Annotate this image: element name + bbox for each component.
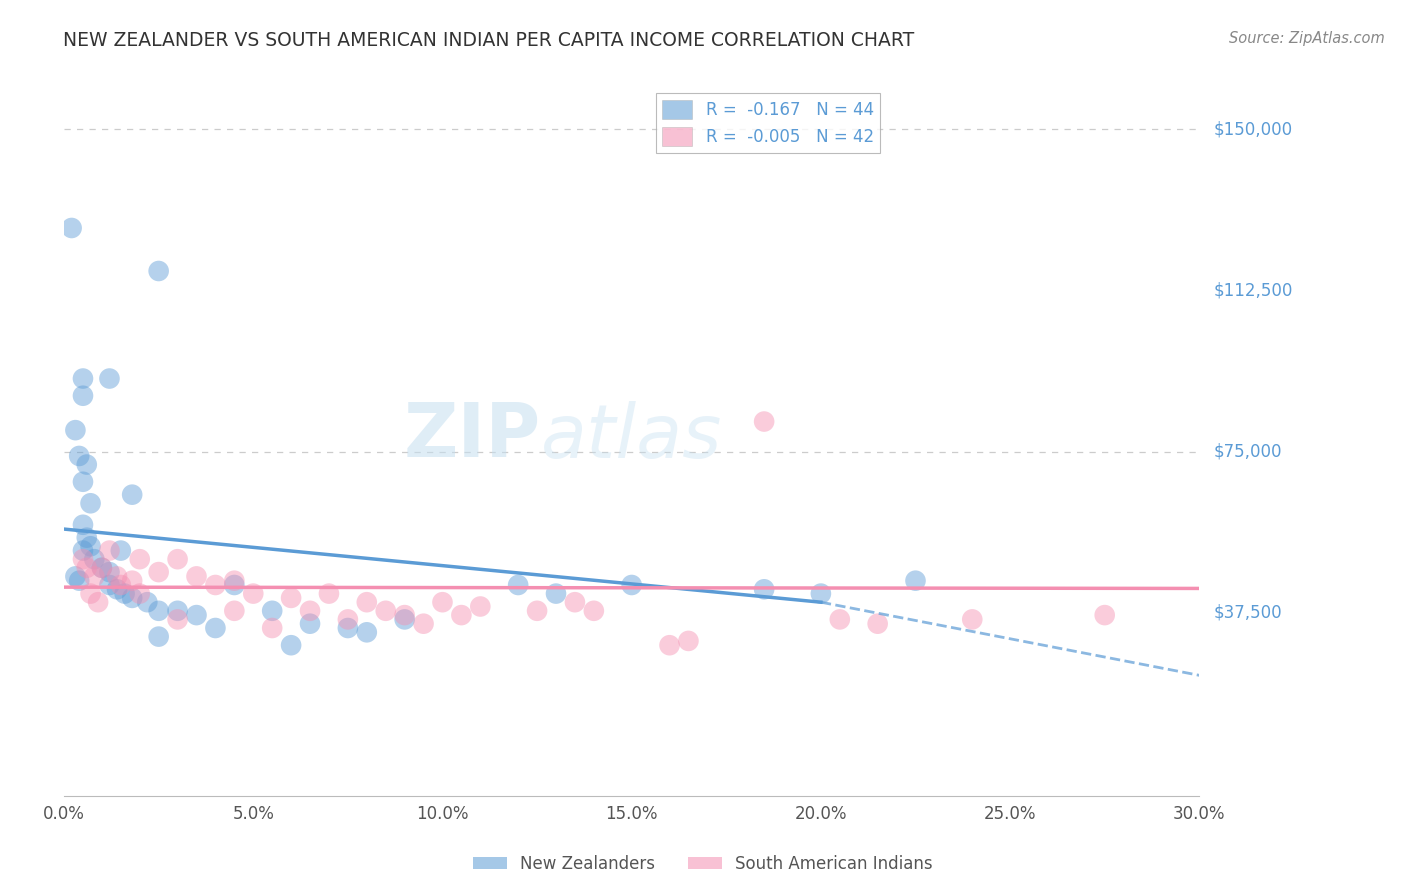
Point <box>90 561 112 575</box>
Point <box>470 599 492 614</box>
Point <box>65 569 87 583</box>
Point <box>336 621 359 635</box>
Point <box>242 586 264 600</box>
Point <box>866 616 889 631</box>
Point <box>186 608 208 623</box>
Point <box>110 578 132 592</box>
Point <box>620 578 643 592</box>
Point <box>105 569 128 583</box>
Point <box>67 449 90 463</box>
Point <box>98 543 121 558</box>
Point <box>678 634 700 648</box>
Point <box>318 586 340 600</box>
Point <box>526 604 548 618</box>
Text: atlas: atlas <box>541 401 723 473</box>
Point <box>72 517 94 532</box>
Text: $75,000: $75,000 <box>1213 442 1282 460</box>
Point <box>356 595 378 609</box>
Point <box>79 539 101 553</box>
Point <box>72 552 94 566</box>
Point <box>432 595 454 609</box>
Point <box>76 561 98 575</box>
Point <box>280 638 302 652</box>
Point <box>67 574 90 588</box>
Text: $150,000: $150,000 <box>1213 120 1292 138</box>
Point <box>83 569 105 583</box>
Point <box>394 612 416 626</box>
Point <box>121 591 143 605</box>
Point <box>166 552 188 566</box>
Point <box>356 625 378 640</box>
Point <box>121 574 143 588</box>
Point <box>374 604 396 618</box>
Point <box>280 591 302 605</box>
Point <box>299 604 322 618</box>
Point <box>148 630 170 644</box>
Text: ZIP: ZIP <box>404 401 541 473</box>
Text: Source: ZipAtlas.com: Source: ZipAtlas.com <box>1229 31 1385 46</box>
Point <box>72 371 94 385</box>
Point <box>128 586 150 600</box>
Text: NEW ZEALANDER VS SOUTH AMERICAN INDIAN PER CAPITA INCOME CORRELATION CHART: NEW ZEALANDER VS SOUTH AMERICAN INDIAN P… <box>63 31 914 50</box>
Point <box>1094 608 1116 623</box>
Legend: New Zealanders, South American Indians: New Zealanders, South American Indians <box>467 848 939 880</box>
Legend: R =  -0.167   N = 44, R =  -0.005   N = 42: R = -0.167 N = 44, R = -0.005 N = 42 <box>655 93 880 153</box>
Point <box>204 578 226 592</box>
Point <box>72 475 94 489</box>
Point <box>114 586 136 600</box>
Point <box>128 552 150 566</box>
Point <box>336 612 359 626</box>
Point <box>564 595 586 609</box>
Point <box>962 612 984 626</box>
Point <box>166 604 188 618</box>
Text: $112,500: $112,500 <box>1213 281 1292 300</box>
Point <box>148 565 170 579</box>
Point <box>752 415 775 429</box>
Point <box>65 423 87 437</box>
Point <box>186 569 208 583</box>
Point <box>90 561 112 575</box>
Point <box>121 488 143 502</box>
Point <box>224 604 246 618</box>
Point <box>60 221 83 235</box>
Point <box>76 458 98 472</box>
Point <box>299 616 322 631</box>
Point <box>79 496 101 510</box>
Text: $37,500: $37,500 <box>1213 604 1282 622</box>
Point <box>658 638 681 652</box>
Point <box>76 531 98 545</box>
Point <box>752 582 775 597</box>
Point <box>110 543 132 558</box>
Point <box>224 578 246 592</box>
Point <box>148 604 170 618</box>
Point <box>105 582 128 597</box>
Point <box>828 612 851 626</box>
Point <box>262 621 284 635</box>
Point <box>810 586 832 600</box>
Point <box>98 578 121 592</box>
Point <box>79 586 101 600</box>
Point <box>87 595 110 609</box>
Point <box>204 621 226 635</box>
Point <box>394 608 416 623</box>
Point <box>224 574 246 588</box>
Point <box>98 565 121 579</box>
Point <box>508 578 530 592</box>
Point <box>582 604 605 618</box>
Point <box>412 616 434 631</box>
Point <box>72 389 94 403</box>
Point <box>262 604 284 618</box>
Point <box>166 612 188 626</box>
Point <box>148 264 170 278</box>
Point <box>72 543 94 558</box>
Point <box>904 574 927 588</box>
Point <box>98 371 121 385</box>
Point <box>136 595 159 609</box>
Point <box>544 586 567 600</box>
Point <box>450 608 472 623</box>
Point <box>83 552 105 566</box>
